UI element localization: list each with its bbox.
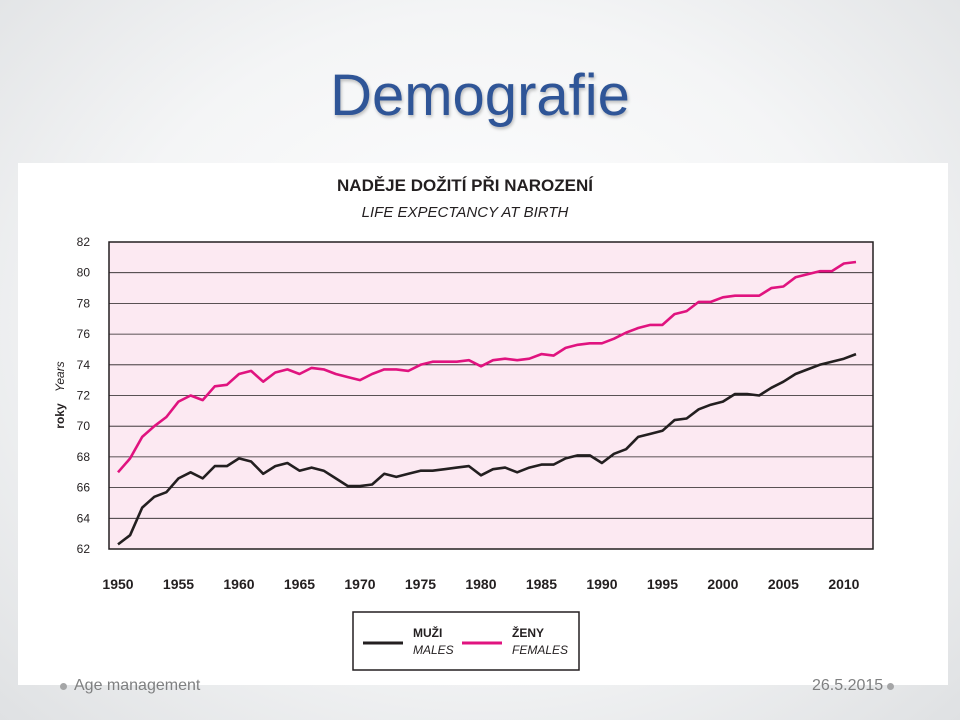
y-tick-label: 82 [77,235,91,249]
x-tick-label: 1980 [465,576,496,592]
y-axis-tick-labels: 62 64 66 68 70 72 74 76 78 80 82 [77,235,91,556]
series-line-females [117,260,857,474]
y-tick-label: 62 [77,542,91,556]
chart-subtitle: LIFE EXPECTANCY AT BIRTH [362,204,569,221]
y-tick-label: 68 [77,450,91,464]
life-expectancy-chart: NADĚJE DOŽITÍ PŘI NAROZENÍ LIFE EXPECTAN… [53,176,874,671]
x-tick-label: 1985 [526,576,557,592]
y-tick-label: 78 [77,296,91,310]
y-tick-label: 76 [77,327,91,341]
x-tick-label: 1955 [163,576,194,592]
y-tick-label: 80 [77,266,91,280]
x-tick-label: 1995 [647,576,678,592]
slide-title: Demografie [330,63,630,128]
legend: MUŽI MALES ŽENY FEMALES [352,611,580,671]
y-axis-label-cz: roky [53,403,67,429]
x-tick-label: 1960 [223,576,254,592]
x-tick-label: 1965 [284,576,315,592]
chart-title: NADĚJE DOŽITÍ PŘI NAROZENÍ [337,176,594,195]
x-tick-label: 1950 [102,576,133,592]
series-line-males [117,352,857,546]
legend-box [352,611,580,671]
y-tick-label: 64 [77,511,91,525]
legend-label-males: MUŽI [413,625,442,640]
x-tick-label: 2010 [828,576,859,592]
legend-label-females-en: FEMALES [512,643,568,657]
y-axis-label-en: Years [53,361,67,392]
legend-label-males-en: MALES [413,643,454,657]
x-tick-label: 1990 [586,576,617,592]
legend-label-females: ŽENY [512,625,544,640]
x-tick-label: 1975 [405,576,436,592]
chart-panel: NADĚJE DOŽITÍ PŘI NAROZENÍ LIFE EXPECTAN… [18,163,948,685]
x-tick-label: 2000 [707,576,738,592]
grid-lines [109,272,873,519]
x-tick-label: 2005 [768,576,799,592]
x-tick-label: 1970 [344,576,375,592]
y-tick-label: 66 [77,481,91,495]
footer-left-text: Age management [74,677,201,694]
footer-bullet-left [60,683,67,690]
y-tick-label: 70 [77,419,91,433]
x-axis-tick-labels: 1950 1955 1960 1965 1970 1975 1980 1985 1990 1995… [102,576,859,592]
y-tick-label: 74 [77,358,91,372]
y-axis-label-group: roky Years [53,361,67,428]
footer-bullet-right [887,683,894,690]
y-axis-label: roky Years [53,361,67,428]
footer-date: 26.5.2015 [812,677,884,694]
y-tick-label: 72 [77,389,91,403]
